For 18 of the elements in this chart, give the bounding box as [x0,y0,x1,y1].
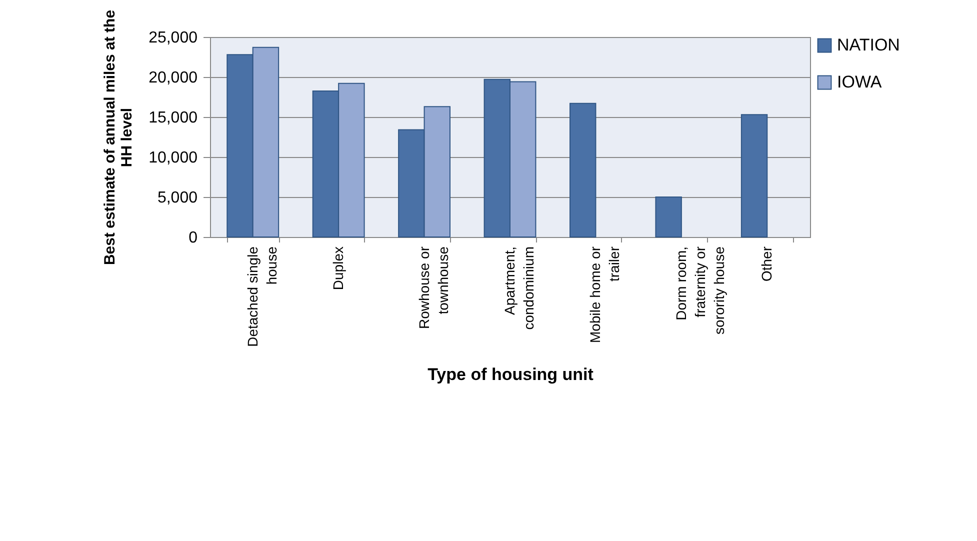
legend-label: NATION [837,36,900,54]
bar [740,114,768,238]
y-tick-label: 25,000 [148,30,198,46]
y-tick-label: 5,000 [157,190,198,206]
y-tick-label: 0 [188,230,198,246]
x-tick-label: Detached single house [244,246,280,347]
x-axis-title: Type of housing unit [428,364,594,384]
bar [570,102,596,238]
y-tick-label: 10,000 [148,150,198,166]
legend-label: IOWA [837,72,882,92]
x-tick-label: Duplex [330,246,346,290]
x-tick-label: Mobile home or trailer [587,246,622,343]
y-tick-label: 15,000 [148,110,198,126]
y-tick-label: 20,000 [148,70,198,86]
x-tick-label: Rowhouse or townhouse [416,246,451,329]
x-tick-label: Other [758,246,775,282]
y-axis-title: Best estimate of annual miles at the HH level [102,10,136,266]
bar [655,196,682,238]
